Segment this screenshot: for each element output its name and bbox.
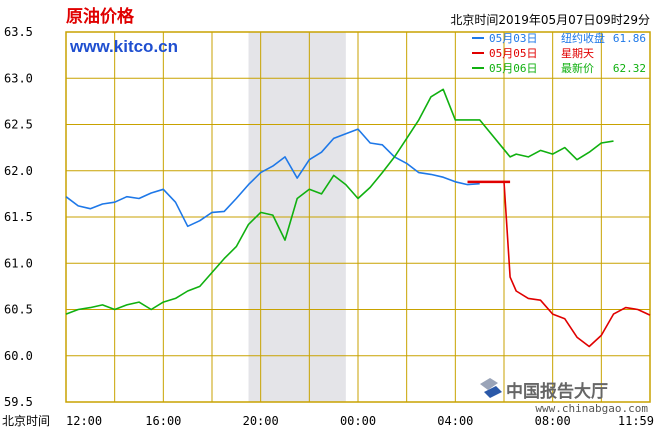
- x-tick-label: 11:59: [618, 414, 654, 428]
- y-tick-label: 59.5: [4, 395, 33, 409]
- x-tick-label: 12:00: [66, 414, 102, 428]
- legend-date: 05月03日: [489, 32, 538, 45]
- y-tick-label: 61.5: [4, 210, 33, 224]
- x-axis-label: 北京时间: [2, 414, 50, 428]
- series-line-3: [65, 88, 614, 315]
- chart-title: 原油价格: [66, 6, 135, 27]
- x-tick-label: 16:00: [145, 414, 181, 428]
- y-tick-label: 61.0: [4, 256, 33, 270]
- timestamp: 北京时间2019年05月07日09时29分: [450, 13, 650, 27]
- y-tick-label: 60.5: [4, 303, 33, 317]
- x-tick-label: 00:00: [340, 414, 376, 428]
- x-tick-label: 08:00: [535, 414, 571, 428]
- legend-label: 最新价: [561, 61, 594, 75]
- legend-value: 62.32: [613, 62, 646, 75]
- logo-icon: [480, 378, 502, 398]
- legend-value: 61.86: [613, 32, 646, 45]
- watermark-url: www.chinabgao.com: [535, 402, 648, 415]
- series-line-1: [65, 128, 480, 228]
- y-tick-label: 63.5: [4, 25, 33, 39]
- legend-label: 纽约收盘: [561, 31, 605, 45]
- x-tick-label: 20:00: [243, 414, 279, 428]
- y-tick-label: 60.0: [4, 349, 33, 363]
- y-tick-label: 63.0: [4, 71, 33, 85]
- y-tick-label: 62.0: [4, 164, 33, 178]
- watermark-name: 中国报告大厅: [506, 381, 608, 402]
- legend: 05月03日 纽约收盘 61.86 05月05日 星期天 05月06日 最新价 62.32: [472, 31, 646, 75]
- site-url[interactable]: www.kitco.cn: [69, 37, 178, 56]
- series-line-2: [467, 181, 651, 348]
- x-tick-label: 04:00: [437, 414, 473, 428]
- plot-frame: [65, 31, 651, 403]
- plot-area: [65, 31, 651, 403]
- legend-date: 05月06日: [489, 62, 538, 75]
- legend-date: 05月05日: [489, 47, 538, 60]
- axes: 59.5 60.0 60.5 61.0 61.5 62.0 62.5 63.0 63.5 北京时间…: [2, 25, 654, 428]
- legend-label: 星期天: [561, 47, 594, 60]
- y-tick-label: 62.5: [4, 118, 33, 132]
